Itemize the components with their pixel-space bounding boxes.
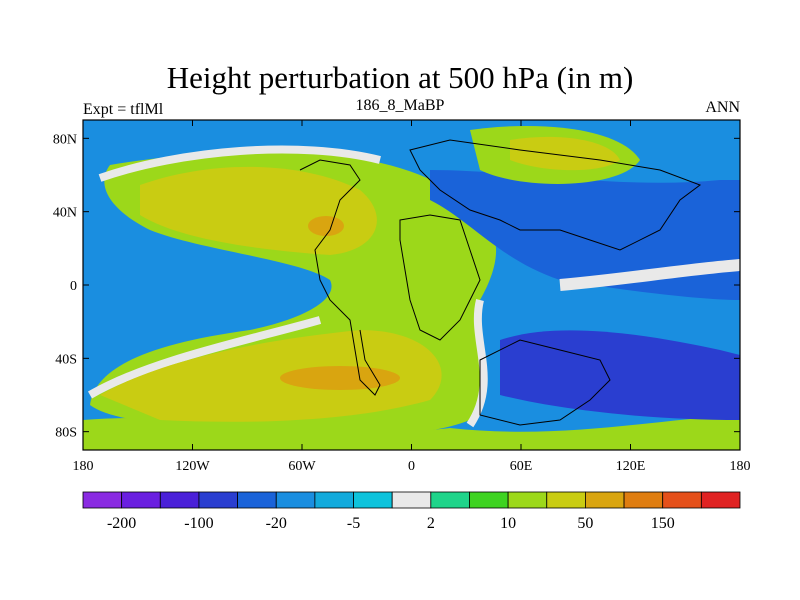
colorbar-swatch bbox=[623, 491, 664, 509]
colorbar-swatch bbox=[662, 491, 702, 509]
x-tick-label: 60W bbox=[288, 459, 316, 474]
y-tick-label: 40N bbox=[53, 206, 77, 221]
y-tick-label: 0 bbox=[70, 279, 77, 294]
y-tick-label: 80S bbox=[55, 426, 77, 441]
colorbar-swatch bbox=[507, 491, 548, 509]
period-label: 186_8_MaBP bbox=[355, 97, 445, 114]
colorbar-label: -5 bbox=[347, 515, 360, 532]
colorbar: -200 -100 -20 -5 2 10 50 150 bbox=[82, 491, 741, 532]
colorbar-swatch bbox=[237, 491, 277, 509]
season-label: ANN bbox=[705, 99, 740, 116]
x-tick-label: 120E bbox=[616, 459, 646, 474]
coastline-eurasia bbox=[409, 139, 702, 251]
field-south-orange bbox=[280, 366, 400, 390]
colorbar-swatch bbox=[314, 491, 354, 509]
x-tick-label: 0 bbox=[408, 459, 415, 474]
x-axis: 180 120W 60W 0 60E 120E 180 bbox=[73, 120, 751, 474]
field-zero-contour-equator bbox=[559, 259, 740, 291]
colorbar-label: -100 bbox=[184, 515, 213, 532]
y-tick-label: 40S bbox=[55, 352, 77, 367]
height-field bbox=[83, 120, 740, 450]
colorbar-swatch bbox=[430, 491, 470, 509]
y-axis: 80N 40N 0 40S 80S bbox=[53, 132, 740, 441]
field-zero-contour-east bbox=[466, 299, 488, 428]
x-tick-label: 60E bbox=[510, 459, 533, 474]
colorbar-label: 150 bbox=[651, 515, 675, 532]
colorbar-swatch bbox=[82, 491, 123, 509]
field-arctic-core bbox=[510, 136, 620, 171]
coastline-antarctica bbox=[479, 339, 611, 426]
colorbar-label: -200 bbox=[107, 515, 136, 532]
chart-title: Height perturbation at 500 hPa (in m) bbox=[166, 60, 634, 95]
colorbar-swatch bbox=[391, 491, 432, 509]
colorbar-label: 2 bbox=[427, 515, 435, 532]
colorbar-swatch bbox=[275, 491, 316, 509]
coastlines bbox=[299, 139, 702, 426]
colorbar-swatch bbox=[198, 491, 238, 509]
colorbar-swatch bbox=[585, 491, 625, 509]
colorbar-label: -20 bbox=[266, 515, 287, 532]
coastline-americas bbox=[299, 159, 381, 396]
field-north-orange bbox=[308, 216, 344, 236]
colorbar-swatch bbox=[700, 491, 741, 509]
x-tick-label: 180 bbox=[730, 459, 751, 474]
colorbar-swatch bbox=[159, 491, 200, 509]
x-tick-label: 180 bbox=[73, 459, 94, 474]
experiment-label: Expt = tflMl bbox=[83, 101, 164, 118]
colorbar-swatch bbox=[121, 491, 161, 509]
colorbar-swatch bbox=[353, 491, 393, 509]
y-tick-label: 80N bbox=[53, 132, 77, 147]
coastline-africa-europe bbox=[399, 214, 481, 341]
colorbar-swatch bbox=[469, 491, 509, 509]
field-south-core bbox=[100, 330, 442, 422]
field-zero-contour-south bbox=[87, 316, 322, 399]
field-indian-low bbox=[500, 330, 740, 420]
x-tick-label: 120W bbox=[175, 459, 210, 474]
colorbar-label: 50 bbox=[577, 515, 593, 532]
field-zero-contour-north bbox=[98, 145, 381, 182]
colorbar-swatch bbox=[546, 491, 586, 509]
colorbar-label: 10 bbox=[500, 515, 516, 532]
